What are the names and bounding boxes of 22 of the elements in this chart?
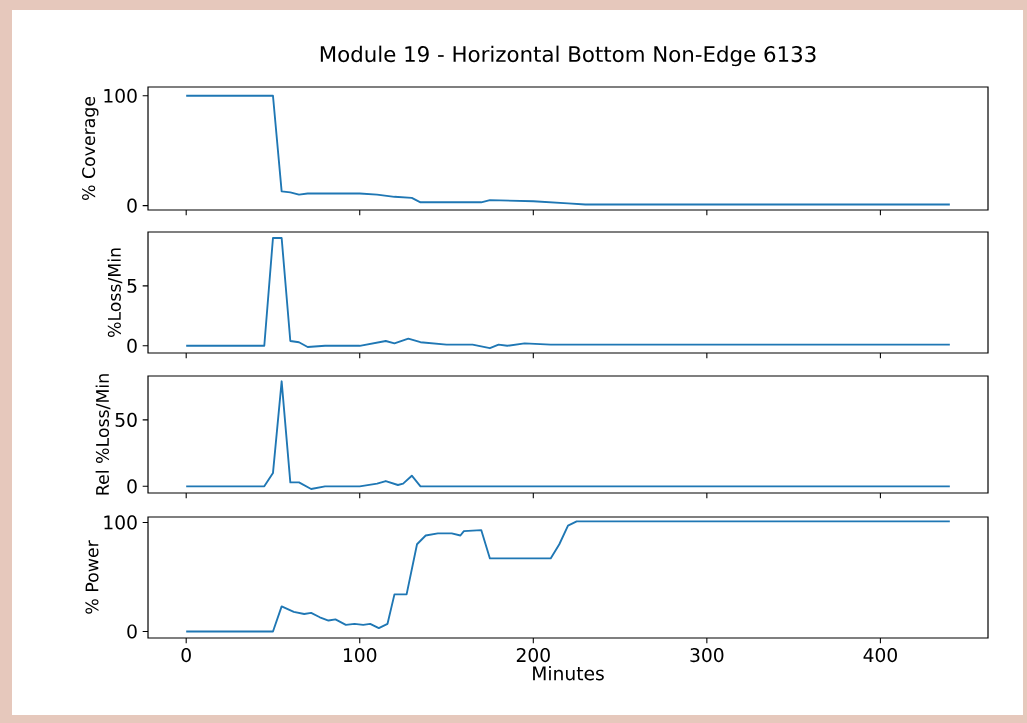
x-tick-label: 0 — [181, 648, 191, 663]
y-tick-label: 100 — [104, 515, 137, 530]
y-tick-label: 0 — [127, 338, 137, 353]
y-tick-label: 0 — [127, 479, 137, 494]
y-tick-label: 5 — [127, 278, 137, 293]
y-tick-label: 50 — [115, 412, 137, 427]
y-axis-title: % Coverage — [82, 96, 99, 201]
line-series — [185, 380, 951, 490]
y-tick-label: 100 — [104, 88, 137, 103]
chart-title: Module 19 - Horizontal Bottom Non-Edge 6133 — [320, 45, 816, 67]
y-axis-title: %Loss/Min — [107, 248, 123, 338]
y-axis-title: % Power — [85, 540, 99, 614]
y-axis-title: Rel %Loss/Min — [95, 374, 111, 495]
line-series — [185, 520, 951, 633]
x-tick-label: 400 — [863, 648, 897, 663]
line-series — [185, 237, 951, 350]
x-tick-label: 100 — [343, 648, 377, 663]
x-axis-title: Minutes — [533, 665, 604, 681]
x-tick-label: 300 — [690, 648, 724, 663]
y-tick-label: 0 — [127, 624, 137, 639]
y-tick-label: 0 — [127, 198, 137, 213]
x-tick-label: 200 — [516, 648, 550, 663]
